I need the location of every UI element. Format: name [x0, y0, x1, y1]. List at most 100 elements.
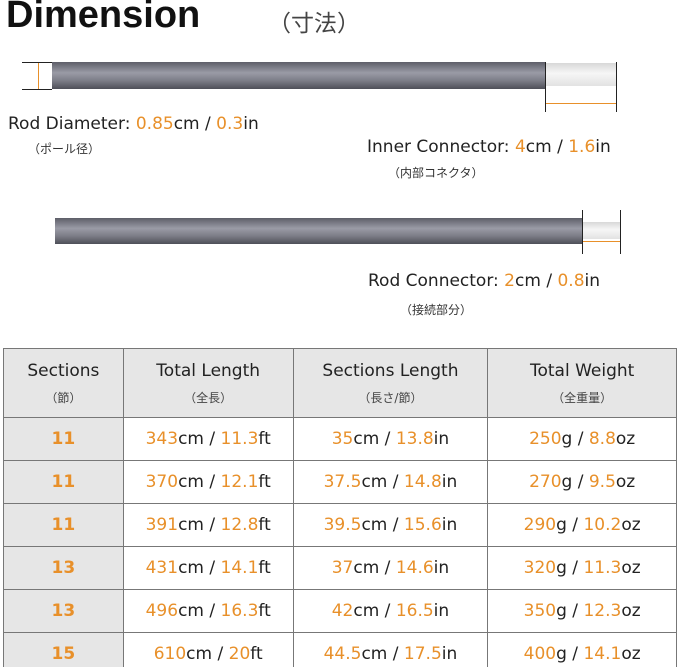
cell-sections-length: 39.5cm / 15.6in [292, 503, 489, 547]
separator: / [379, 601, 396, 621]
header-en: Total Weight [529, 360, 635, 381]
table-row: 11 343cm / 11.3ft 35cm / 13.8in 250g / 8… [3, 417, 677, 461]
separator: / [203, 601, 221, 621]
unit: ft [258, 429, 271, 449]
table-row: 13 431cm / 14.1ft 37cm / 14.6in 320g / 1… [3, 546, 677, 590]
rod-connector-arrow-icon [583, 241, 620, 242]
rod-image [55, 218, 582, 244]
cell-total-weight: 400g / 14.1oz [487, 632, 677, 667]
value: 610 [153, 644, 187, 664]
header-en: Sections [27, 360, 100, 381]
unit: cm [178, 515, 204, 535]
header-sections: Sections （節） [3, 348, 124, 418]
value: 37 [331, 558, 354, 578]
unit: oz [621, 515, 641, 535]
header-total-length: Total Length （全長） [122, 348, 294, 418]
cell-sections: 11 [3, 460, 124, 504]
cell-sections: 13 [3, 589, 124, 633]
unit: cm [186, 644, 213, 664]
unit: oz [621, 601, 641, 621]
separator: / [540, 271, 558, 291]
value-in: 0.8 [557, 271, 585, 291]
unit: ft [258, 601, 271, 621]
dimension-line [620, 210, 621, 254]
separator: / [387, 644, 404, 664]
unit: g [556, 515, 567, 535]
value: 11.3 [583, 558, 622, 578]
unit: cm [353, 558, 380, 578]
separator: / [566, 558, 584, 578]
value: 10.2 [583, 515, 622, 535]
unit: ft [258, 515, 271, 535]
header-jp: （長さ/節） [358, 390, 423, 405]
dimension-line [545, 62, 546, 112]
value: 496 [145, 601, 179, 621]
header-sections-length: Sections Length （長さ/節） [292, 348, 489, 418]
unit: in [433, 558, 450, 578]
value: 370 [145, 472, 179, 492]
inner-connector-label: Inner Connector: 4cm / 1.6in [367, 137, 611, 157]
unit: g [556, 601, 567, 621]
unit: cm [515, 271, 541, 291]
unit: oz [615, 472, 636, 492]
separator: / [566, 644, 584, 664]
cell-total-length: 610cm / 20ft [122, 632, 294, 667]
value: 270 [529, 472, 562, 492]
cell-total-length: 343cm / 11.3ft [122, 417, 294, 461]
unit: cm [178, 472, 204, 492]
value: 350 [523, 601, 557, 621]
value: 12.3 [583, 601, 622, 621]
unit: cm [525, 137, 552, 157]
cell-sections-length: 42cm / 16.5in [292, 589, 489, 633]
separator: / [566, 515, 584, 535]
header-jp: （全重量） [552, 390, 613, 405]
separator: / [212, 644, 229, 664]
unit: in [441, 472, 458, 492]
unit: cm [361, 515, 388, 535]
value: 431 [145, 558, 179, 578]
value: 12.8 [220, 515, 259, 535]
unit: in [441, 644, 458, 664]
separator: / [203, 515, 221, 535]
unit: in [433, 601, 450, 621]
separator: / [379, 429, 396, 449]
value-in: 1.6 [568, 137, 596, 157]
cell-total-length: 496cm / 16.3ft [122, 589, 294, 633]
cell-total-weight: 250g / 8.8oz [487, 417, 677, 461]
unit: g [556, 644, 567, 664]
table-row: 11 391cm / 12.8ft 39.5cm / 15.6in 290g /… [3, 503, 677, 547]
header-jp: （節） [45, 390, 82, 405]
rod-connector-label: Rod Connector: 2cm / 0.8in [368, 271, 600, 291]
cell-total-weight: 320g / 11.3oz [487, 546, 677, 590]
separator: / [387, 515, 404, 535]
unit: in [595, 137, 611, 157]
label-text: Inner Connector: [367, 137, 510, 157]
unit: cm [361, 472, 388, 492]
unit: ft [250, 644, 263, 664]
table-header-row: Sections （節） Total Length （全長） Sections Le… [3, 348, 677, 418]
header-en: Sections Length [322, 360, 459, 381]
cell-sections: 11 [3, 503, 124, 547]
diameter-bracket-bottom [22, 89, 52, 90]
value-in: 0.3 [216, 114, 244, 134]
diameter-arrow-icon [38, 63, 39, 89]
separator: / [203, 558, 221, 578]
unit: cm [178, 601, 204, 621]
inner-connector-image [545, 63, 616, 86]
value: 39.5 [323, 515, 362, 535]
rod-image [52, 62, 545, 89]
unit: in [441, 515, 458, 535]
unit: cm [178, 558, 204, 578]
inner-connector-arrow-icon [546, 103, 616, 104]
table-row: 15 610cm / 20ft 44.5cm / 17.5in 400g / 1… [3, 632, 677, 667]
cell-total-length: 370cm / 12.1ft [122, 460, 294, 504]
unit: oz [615, 429, 636, 449]
dimension-line [582, 210, 583, 254]
page-title-jp: （寸法） [268, 11, 360, 37]
value: 14.6 [395, 558, 434, 578]
unit: oz [621, 558, 641, 578]
cell-sections: 15 [3, 632, 124, 667]
unit: cm [361, 644, 388, 664]
header-jp: （全長） [184, 390, 233, 405]
